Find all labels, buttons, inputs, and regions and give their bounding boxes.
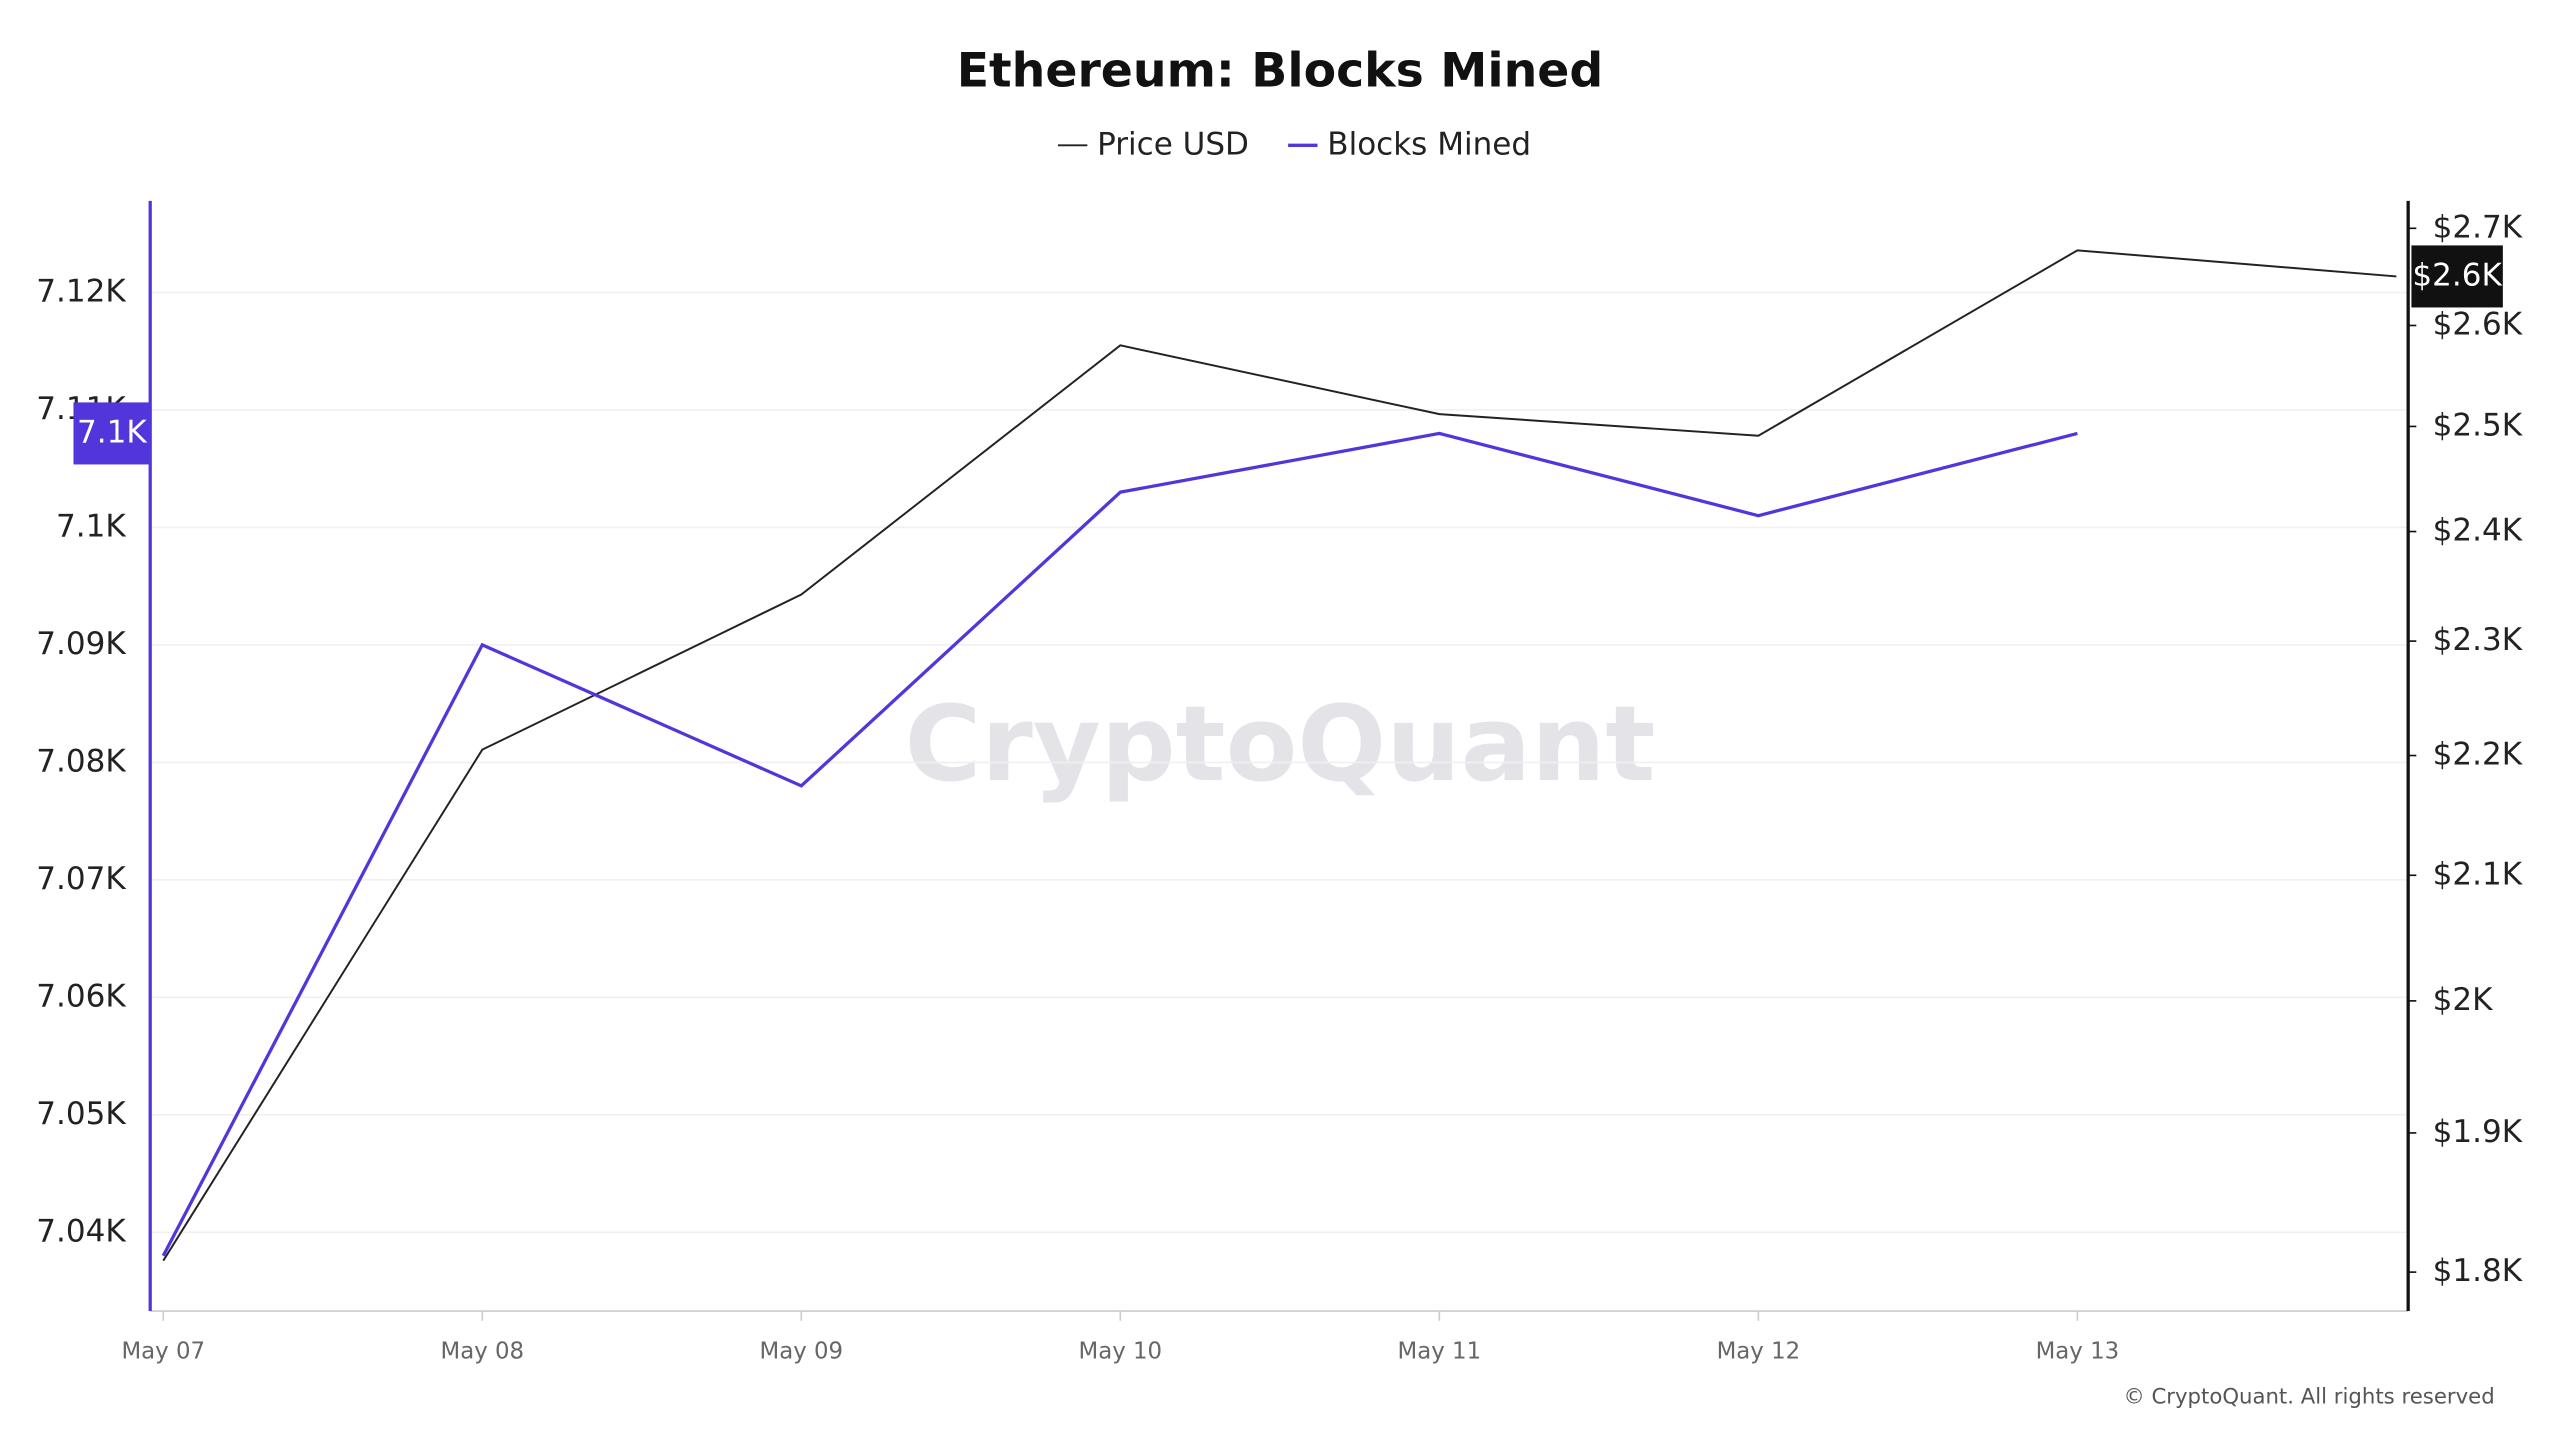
y2-tick-label: $2.6K [2433,306,2523,342]
series-line [162,249,2397,1262]
y-tick-label: 7.07K [36,861,126,897]
y-tick-label: 7.12K [36,273,126,309]
y2-tick-label: $1.8K [2433,1253,2523,1289]
y-tick-label: 7.09K [36,626,126,662]
y2-tick-label: $2.2K [2433,737,2523,773]
x-tick-label: May 08 [441,1338,525,1364]
y2-tick-label: $1.9K [2433,1114,2523,1150]
x-tick-label: May 09 [760,1338,844,1364]
y-tick-label: 7.05K [36,1096,126,1132]
y-tick-label: 7.1K [56,508,126,544]
y-tick-label: 7.04K [36,1213,126,1249]
credit: © CryptoQuant. All rights reserved [2124,1385,2495,1410]
y-tick-label: 7.08K [36,743,126,779]
value-badge [73,402,151,465]
y2-tick-label: $2.1K [2433,856,2523,892]
chart-title: Ethereum: Blocks Mined [957,43,1604,98]
series-line [161,431,2078,1257]
y-tick-label: 7.06K [36,978,126,1014]
watermark: CryptoQuant [905,683,1656,805]
y2-tick-label: $2.5K [2433,407,2523,443]
x-tick-label: May 12 [1717,1338,1801,1364]
x-tick-label: May 07 [121,1338,205,1364]
legend-label: Blocks Mined [1327,126,1531,162]
y2-tick-label: $2.4K [2433,513,2523,549]
y2-tick-label: $2.3K [2433,622,2523,658]
value-label: 7.1K [77,414,147,450]
y2-tick-label: $2K [2433,982,2493,1018]
value-badge [2411,245,2503,308]
x-tick-label: May 11 [1398,1338,1482,1364]
legend-label: Price USD [1097,126,1249,162]
y2-tick-label: $2.7K [2433,209,2523,245]
x-tick-label: May 13 [2036,1338,2120,1364]
value-label: $2.6K [2412,257,2502,293]
x-tick-label: May 10 [1079,1338,1163,1364]
